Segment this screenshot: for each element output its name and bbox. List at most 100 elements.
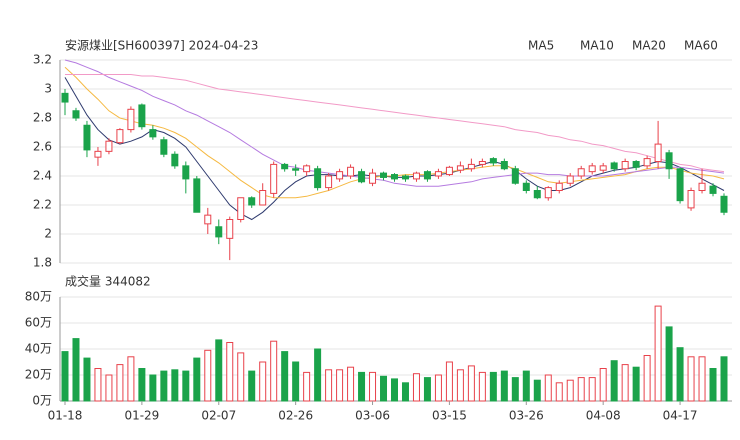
candle-body	[325, 175, 333, 189]
x-tick-label: 04-17	[663, 409, 698, 423]
volume-bar	[544, 374, 552, 402]
candle-body	[149, 129, 157, 138]
candle-body	[358, 171, 366, 183]
volume-bar	[434, 374, 442, 402]
volume-bar	[698, 356, 706, 402]
volume-bar	[687, 356, 695, 402]
candle-body	[555, 182, 563, 191]
volume-bar	[193, 357, 201, 402]
x-tick-label: 04-08	[586, 409, 621, 423]
candle-body	[83, 124, 91, 151]
candle-body	[281, 163, 289, 170]
y-tick-label: 2.8	[33, 111, 52, 125]
volume-bar	[588, 377, 596, 402]
candle-body	[94, 150, 102, 158]
volume-bar	[599, 368, 607, 402]
volume-bar	[467, 365, 475, 402]
candle-body	[226, 219, 234, 239]
x-tick-label: 03-26	[509, 409, 544, 423]
candle-body	[577, 168, 585, 177]
candle-body	[127, 108, 135, 131]
candle-body	[434, 171, 442, 177]
candle-body	[116, 129, 124, 144]
candle-body	[566, 175, 574, 184]
volume-bar	[138, 368, 146, 402]
volume-bar	[248, 370, 256, 402]
candle-body	[709, 185, 717, 194]
volume-bar	[676, 347, 684, 402]
x-tick-label: 02-26	[278, 409, 313, 423]
x-tick-label: 01-29	[124, 409, 159, 423]
x-tick-label: 03-15	[432, 409, 467, 423]
legend-entry: MA10	[580, 39, 614, 53]
candle-body	[621, 161, 629, 170]
volume-bar	[226, 342, 234, 402]
y-tick-label: 2.2	[33, 198, 52, 212]
candle-body	[380, 172, 388, 178]
volume-bar	[566, 379, 574, 402]
volume-bar	[500, 370, 508, 402]
candle-body	[171, 153, 179, 167]
legend-entry: MA5	[528, 39, 554, 53]
y-tick-label: 2.4	[33, 169, 52, 183]
volume-bar	[610, 360, 618, 402]
volume-bar	[489, 371, 497, 402]
volume-bar	[72, 338, 80, 402]
volume-bar	[412, 373, 420, 402]
candle-body	[544, 187, 552, 199]
x-tick-label: 03-06	[355, 409, 390, 423]
volume-bar	[347, 366, 355, 402]
candle-body	[489, 158, 497, 164]
volume-bar	[237, 352, 245, 402]
candle-body	[599, 165, 607, 171]
volume-bar	[215, 339, 223, 402]
y-tick-label: 2.6	[33, 140, 52, 154]
volume-bar	[116, 364, 124, 402]
volume-bar	[522, 370, 530, 402]
candle-body	[138, 104, 146, 128]
candle-body	[204, 214, 212, 225]
volume-bar	[314, 348, 322, 402]
volume-bar	[94, 368, 102, 402]
candle-body	[478, 161, 486, 165]
candle-body	[588, 165, 596, 173]
candle-body	[292, 168, 300, 171]
volume-bar	[259, 361, 267, 402]
volume-bar	[654, 305, 662, 402]
candle-body	[336, 171, 344, 180]
candle-body	[72, 110, 80, 119]
ma-line	[64, 59, 725, 187]
volume-bar	[358, 371, 366, 402]
candle-body	[500, 161, 508, 170]
legend-entry: MA60	[684, 39, 718, 53]
volume-bar	[105, 374, 113, 402]
candle-body	[610, 162, 618, 170]
volume-bar	[632, 366, 640, 402]
volume-bar	[555, 382, 563, 402]
candle-body	[369, 172, 377, 184]
volume-bar	[270, 340, 278, 402]
volume-bar	[160, 370, 168, 402]
volume-bar	[445, 361, 453, 402]
candle-body	[401, 175, 409, 180]
ma-line	[65, 74, 725, 173]
candle-body	[632, 161, 640, 168]
candle-body	[522, 182, 530, 191]
volume-bar	[391, 378, 398, 402]
candle-body	[259, 190, 267, 206]
volume-bar	[511, 377, 519, 402]
candle-body	[193, 178, 201, 213]
candle-body	[676, 168, 684, 202]
volume-bar	[478, 371, 486, 402]
x-tick-label: 02-07	[201, 409, 236, 423]
volume-bar	[127, 356, 135, 402]
volume-bar	[456, 369, 464, 402]
volume-bar	[281, 351, 289, 402]
volume-bar	[577, 377, 585, 402]
candle-body	[665, 152, 673, 170]
candle-body	[303, 165, 311, 173]
y-tick-label: 40万	[25, 342, 52, 356]
candle-body	[237, 197, 245, 220]
candle-body	[61, 92, 69, 103]
candle-body	[456, 165, 464, 171]
